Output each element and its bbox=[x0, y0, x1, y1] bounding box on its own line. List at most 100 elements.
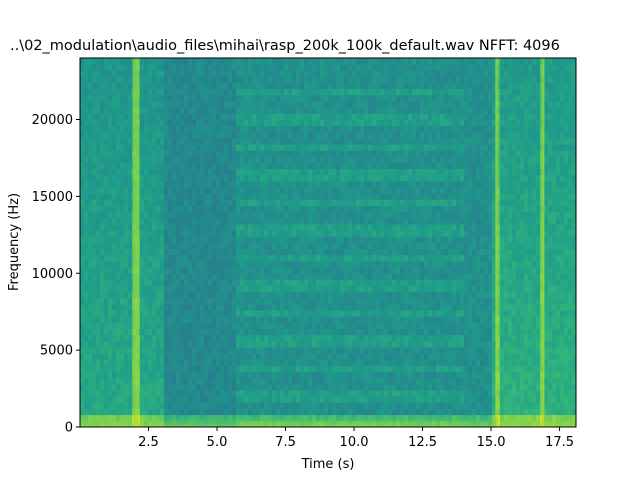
spectrogram-cell bbox=[384, 131, 389, 139]
spectrogram-cell bbox=[148, 402, 153, 409]
spectrogram-cell bbox=[304, 254, 309, 262]
spectrogram-cell bbox=[276, 254, 281, 262]
spectrogram-cell bbox=[152, 242, 157, 250]
spectrogram-cell bbox=[376, 242, 381, 250]
spectrogram-cell bbox=[128, 236, 133, 243]
spectrogram-cell bbox=[392, 316, 397, 323]
spectrogram-cell bbox=[236, 390, 241, 397]
spectrogram-cell bbox=[352, 101, 357, 108]
spectrogram-cell bbox=[276, 94, 281, 102]
spectrogram-cell bbox=[96, 113, 101, 120]
spectrogram-cell bbox=[336, 242, 341, 250]
spectrogram-cell bbox=[400, 310, 405, 317]
spectrogram-cell bbox=[156, 217, 161, 225]
spectrogram-cell bbox=[368, 150, 373, 157]
spectrogram-cell bbox=[364, 260, 369, 268]
spectrogram-cell bbox=[220, 107, 225, 114]
spectrogram-cell bbox=[368, 131, 373, 139]
spectrogram-cell bbox=[364, 211, 369, 219]
spectrogram-cell bbox=[276, 88, 281, 96]
spectrogram-cell bbox=[328, 334, 333, 342]
spectrogram-cell bbox=[308, 119, 313, 127]
spectrogram-cell bbox=[312, 144, 317, 151]
spectrogram-cell bbox=[304, 322, 309, 329]
spectrogram-cell bbox=[356, 156, 361, 163]
spectrogram-cell bbox=[204, 402, 209, 409]
spectrogram-cell bbox=[152, 113, 157, 120]
spectrogram-cell bbox=[312, 365, 317, 373]
spectrogram-cell bbox=[184, 396, 189, 403]
spectrogram-cell bbox=[388, 107, 393, 114]
spectrogram-cell bbox=[348, 248, 353, 256]
spectrogram-cell bbox=[360, 94, 365, 102]
spectrogram-cell bbox=[408, 199, 413, 206]
spectrogram-cell bbox=[168, 144, 173, 151]
spectrogram-cell bbox=[88, 248, 93, 256]
spectrogram-cell bbox=[156, 353, 161, 360]
spectrogram-cell bbox=[196, 88, 201, 96]
spectrogram-cell bbox=[100, 254, 105, 262]
spectrogram-cell bbox=[200, 377, 205, 385]
spectrogram-cell bbox=[140, 131, 145, 139]
spectrogram-cell bbox=[356, 310, 361, 317]
spectrogram-cell bbox=[312, 304, 317, 311]
spectrogram-cell bbox=[340, 371, 345, 379]
spectrogram-cell bbox=[372, 82, 377, 90]
spectrogram-cell bbox=[232, 125, 237, 133]
spectrogram-cell bbox=[272, 383, 277, 391]
spectrogram-cell bbox=[332, 88, 337, 96]
spectrogram-cell bbox=[80, 199, 85, 206]
spectrogram-cell bbox=[244, 168, 249, 176]
spectrogram-cell bbox=[300, 279, 305, 286]
spectrogram-cell bbox=[180, 254, 185, 262]
spectrogram-cell bbox=[300, 217, 305, 225]
spectrogram-cell bbox=[408, 150, 413, 157]
spectrogram-cell bbox=[172, 174, 177, 182]
spectrogram-cell bbox=[328, 211, 333, 219]
spectrogram-cell bbox=[292, 383, 297, 391]
spectrogram-cell bbox=[184, 408, 189, 416]
spectrogram-cell bbox=[228, 119, 233, 127]
spectrogram-cell bbox=[256, 199, 261, 206]
spectrogram-cell bbox=[384, 267, 389, 274]
spectrogram-cell bbox=[140, 162, 145, 170]
spectrogram-cell bbox=[320, 371, 325, 379]
spectrogram-cell bbox=[296, 371, 301, 379]
spectrogram-cell bbox=[252, 217, 257, 225]
spectrogram-cell bbox=[108, 187, 113, 194]
spectrogram-cell bbox=[84, 322, 89, 329]
spectrogram-cell bbox=[364, 383, 369, 391]
spectrogram-cell bbox=[376, 390, 381, 397]
spectrogram-cell bbox=[304, 193, 309, 200]
spectrogram-cell bbox=[156, 224, 161, 231]
spectrogram-cell bbox=[356, 390, 361, 397]
spectrogram-cell bbox=[248, 101, 253, 108]
spectrogram-cell bbox=[208, 396, 213, 403]
spectrogram-cell bbox=[212, 113, 217, 120]
spectrogram-cell bbox=[316, 236, 321, 243]
spectrogram-cell bbox=[180, 390, 185, 397]
spectrogram-cell bbox=[80, 310, 85, 317]
spectrogram-cell bbox=[120, 224, 125, 231]
spectrogram-cell bbox=[180, 402, 185, 409]
spectrogram-cell bbox=[160, 137, 165, 145]
spectrogram-cell bbox=[84, 113, 89, 120]
spectrogram-cell bbox=[404, 70, 409, 77]
spectrogram-cell bbox=[308, 316, 313, 323]
spectrogram-cell bbox=[208, 328, 213, 336]
spectrogram-cell bbox=[364, 193, 369, 200]
spectrogram-cell bbox=[284, 211, 289, 219]
spectrogram-cell bbox=[372, 377, 377, 385]
spectrogram-cell bbox=[252, 193, 257, 200]
spectrogram-cell bbox=[240, 156, 245, 163]
spectrogram-cell bbox=[352, 174, 357, 182]
spectrogram-cell bbox=[244, 340, 249, 348]
spectrogram-cell bbox=[236, 316, 241, 323]
spectrogram-cell bbox=[148, 408, 153, 416]
spectrogram-cell bbox=[404, 279, 409, 286]
spectrogram-cell bbox=[120, 371, 125, 379]
spectrogram-cell bbox=[292, 297, 297, 305]
spectrogram-cell bbox=[296, 248, 301, 256]
spectrogram-cell bbox=[344, 125, 349, 133]
spectrogram-cell bbox=[172, 273, 177, 280]
